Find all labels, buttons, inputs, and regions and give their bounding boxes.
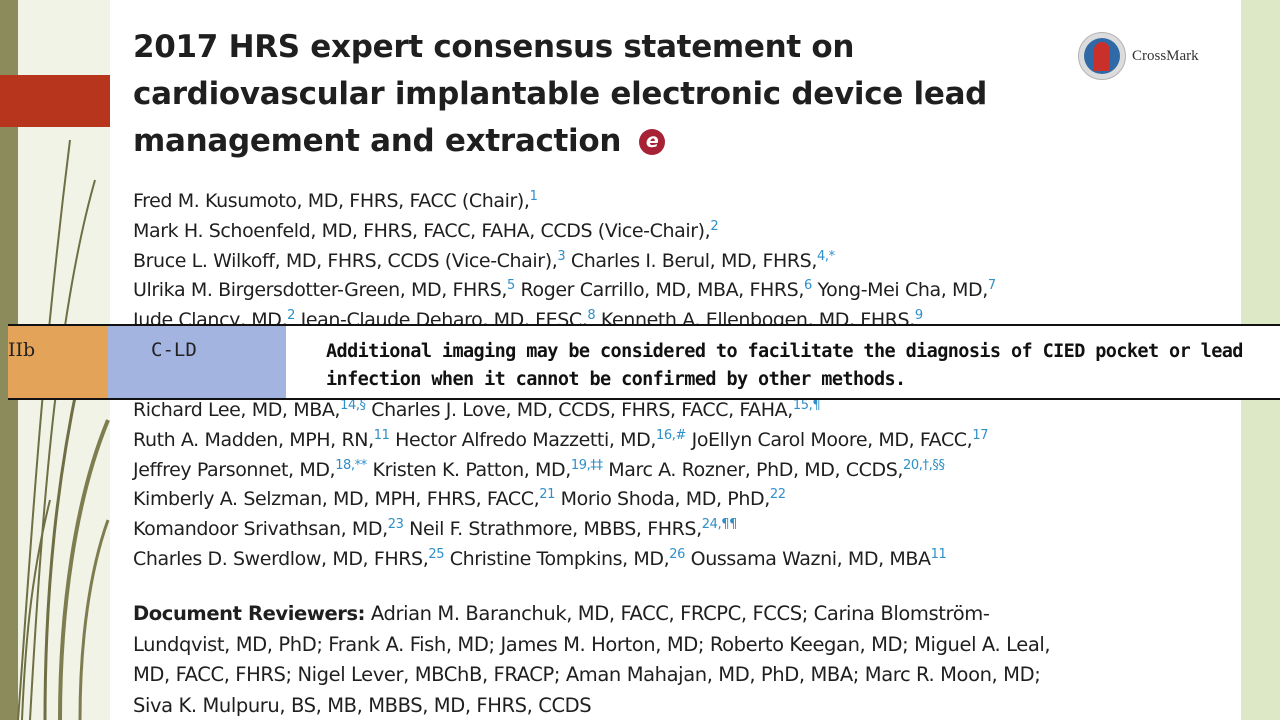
author-line: Richard Lee, MD, MBA,14,§ Charles J. Lov… — [133, 398, 821, 421]
paper-title: 2017 HRS expert consensus statement on c… — [133, 24, 1063, 165]
author-line: Ruth A. Madden, MPH, RN,11 Hector Alfred… — [133, 427, 989, 451]
crossmark-badge[interactable]: CrossMark — [1078, 32, 1208, 82]
author-line: Charles D. Swerdlow, MD, FHRS,25 Christi… — [133, 546, 947, 570]
author-line: Mark H. Schoenfeld, MD, FHRS, FACC, FAHA… — [133, 218, 719, 242]
author-line: Jeffrey Parsonnet, MD,18,** Kristen K. P… — [133, 457, 945, 481]
author-list-top: Fred M. Kusumoto, MD, FHRS, FACC (Chair)… — [133, 187, 1133, 336]
grass-decoration — [17, 139, 110, 720]
author-line: Bruce L. Wilkoff, MD, FHRS, CCDS (Vice-C… — [133, 248, 835, 272]
author-line: Ulrika M. Birgersdotter-Green, MD, FHRS,… — [133, 278, 996, 302]
accent-red-bar — [0, 75, 110, 127]
paper-title-text: 2017 HRS expert consensus statement on c… — [133, 29, 988, 159]
level-of-evidence-cell: C-LD — [108, 326, 286, 398]
e-icon: e — [639, 129, 666, 155]
author-line: Kimberly A. Selzman, MD, MPH, FHRS, FACC… — [133, 487, 786, 511]
recommendation-row: IIb C-LD Additional imaging may be consi… — [8, 324, 1280, 400]
author-line: Fred M. Kusumoto, MD, FHRS, FACC (Chair)… — [133, 189, 538, 212]
reviewers-label: Document Reviewers: — [133, 602, 366, 625]
crossmark-label: CrossMark — [1132, 48, 1199, 64]
recommendation-class-cell: IIb — [8, 326, 108, 398]
author-line: Komandoor Srivathsan, MD,23 Neil F. Stra… — [133, 517, 737, 541]
reviewers-text: Adrian M. Baranchuk, MD, FACC, FRCPC, FC… — [133, 602, 1051, 717]
recommendation-text: Additional imaging may be considered to … — [326, 341, 1243, 390]
author-list-bottom: Richard Lee, MD, MBA,14,§ Charles J. Lov… — [133, 396, 1133, 575]
crossmark-icon — [1078, 32, 1126, 80]
document-reviewers: Document Reviewers: Adrian M. Baranchuk,… — [133, 599, 1063, 721]
